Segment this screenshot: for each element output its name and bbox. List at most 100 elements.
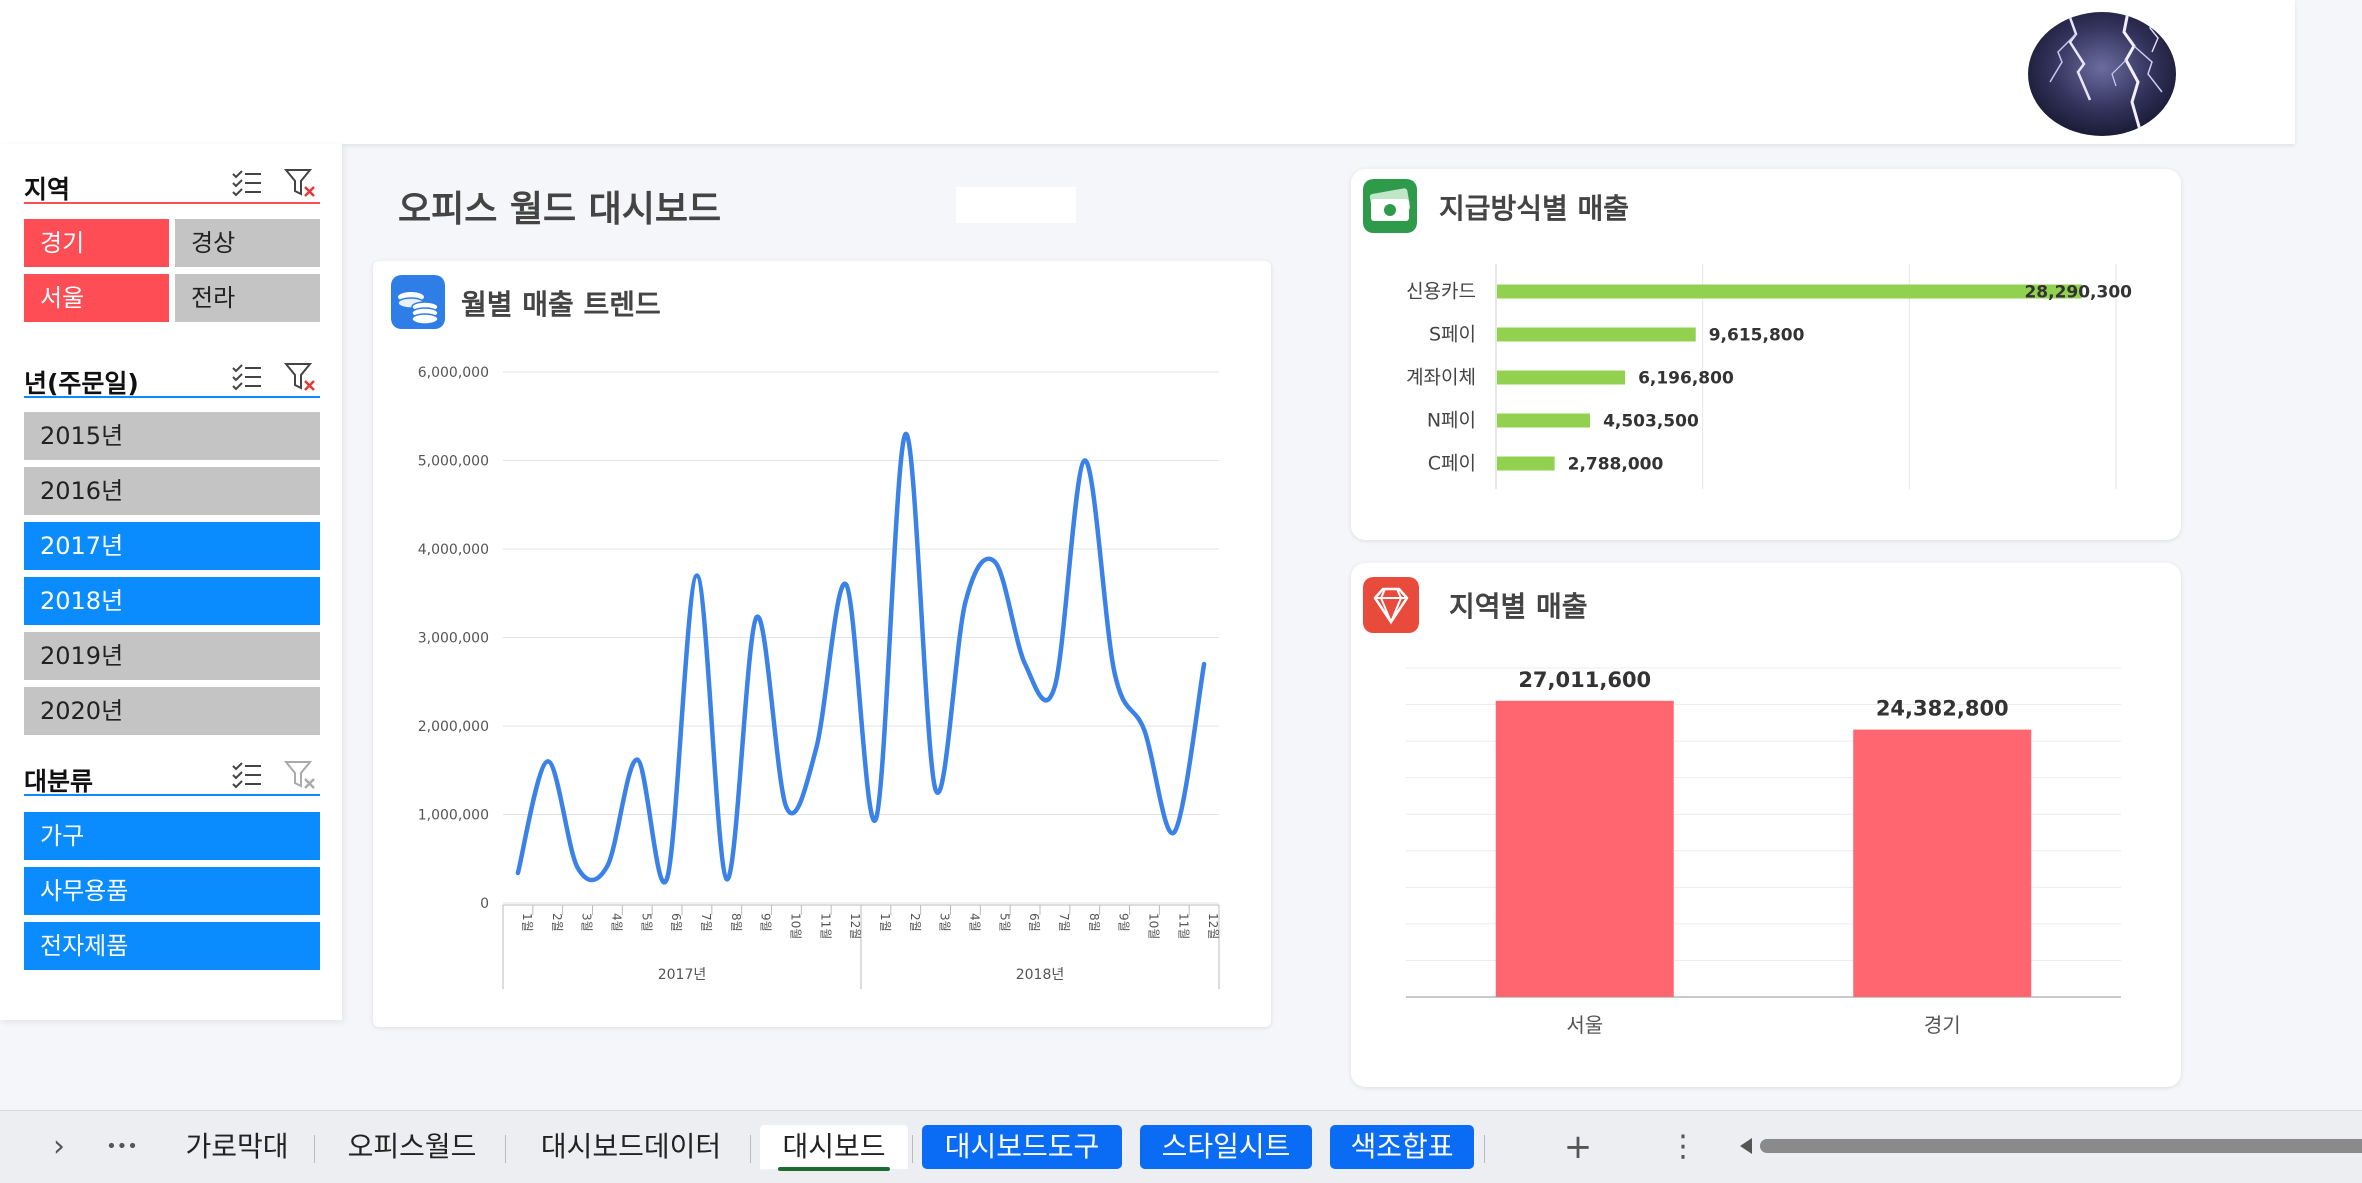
slicer-item[interactable]: 2015년 (24, 412, 320, 460)
x-tick-label: 10월 (788, 913, 802, 939)
category-slicer-header: 대분류 (24, 756, 320, 796)
add-sheet-icon[interactable]: + (1563, 1127, 1593, 1167)
more-sheets-icon[interactable]: ••• (106, 1136, 138, 1157)
sheet-tab[interactable]: 대시보드데이터 (520, 1125, 742, 1169)
data-label: 28,290,300 (2024, 283, 2132, 303)
multi-select-icon[interactable] (230, 360, 264, 394)
slicer-item[interactable]: 2020년 (24, 687, 320, 735)
trend-series-line (515, 431, 1207, 885)
trend-data-point (1202, 662, 1207, 667)
slicer-item[interactable]: 2019년 (24, 632, 320, 680)
x-tick-label: 11월 (1176, 913, 1190, 939)
payment-method-card: 지급방식별 매출 신용카드 28,290,300 S페이 9,615,800 계좌이체 6… (1351, 169, 2181, 540)
slicer-item[interactable]: 서울 (24, 274, 169, 322)
tab-separator (314, 1135, 315, 1163)
slicer-item[interactable]: 전자제품 (24, 922, 320, 970)
slicer-item[interactable]: 경기 (24, 219, 169, 267)
x-group-label: 2017년 (658, 967, 707, 983)
trend-data-point (665, 876, 670, 881)
y-tick-label: N페이 (1427, 410, 1476, 432)
slicer-item[interactable]: 경상 (175, 219, 320, 267)
slicer-item[interactable]: 2018년 (24, 577, 320, 625)
region-slicer-underline (24, 202, 320, 204)
top-banner (0, 0, 2295, 144)
x-tick-label: 1월 (878, 913, 892, 932)
trend-data-point (933, 787, 938, 792)
sheet-tab[interactable]: 오피스월드 (324, 1125, 500, 1169)
multi-select-icon[interactable] (230, 166, 264, 200)
sheet-tab-label: 오피스월드 (347, 1130, 477, 1163)
trend-data-point (605, 863, 610, 868)
trend-data-point (963, 600, 968, 605)
y-tick-label: 5,000,000 (418, 454, 489, 470)
x-tick-label: 3월 (938, 913, 952, 932)
payment-method-chart: 신용카드 28,290,300 S페이 9,615,800 계좌이체 6,196,800 N… (1406, 264, 2132, 489)
diamond-icon (1363, 577, 1419, 633)
y-tick-label: 0 (480, 896, 489, 912)
y-tick-label: 1,000,000 (418, 808, 489, 824)
multi-select-icon[interactable] (230, 758, 264, 792)
trend-data-point (873, 816, 878, 821)
x-tick-label: 7월 (699, 913, 713, 932)
trend-data-point (1172, 830, 1177, 835)
x-tick-label: 5월 (639, 913, 653, 932)
trend-data-point (694, 573, 699, 578)
slicer-item[interactable]: 전라 (175, 274, 320, 322)
clear-filter-icon[interactable] (284, 166, 318, 200)
x-tick-label: 경기 (1924, 1013, 1961, 1037)
y-tick-label: 6,000,000 (418, 365, 489, 381)
tab-separator (912, 1135, 913, 1163)
slicer-item[interactable]: 가구 (24, 812, 320, 860)
x-tick-label: 10월 (1146, 913, 1160, 939)
x-tick-label: 12월 (848, 913, 862, 939)
sheet-tab[interactable]: 대시보드도구 (922, 1125, 1122, 1169)
horizontal-scrollbar[interactable] (1740, 1136, 2362, 1156)
payment-bar (1497, 456, 1555, 471)
monthly-trend-card: 월별 매출 트렌드 0 1,000,000 2,000,000 3,000,000 4,… (373, 261, 1271, 1027)
trend-data-point (754, 615, 759, 620)
x-tick-label: 4월 (967, 913, 981, 932)
x-tick-label: 8월 (1087, 913, 1101, 932)
sheet-tab-label: 가로막대 (185, 1130, 289, 1163)
sheet-tab[interactable]: 대시보드 (760, 1125, 908, 1171)
x-tick-label: 6월 (669, 913, 683, 932)
y-tick-label: 4,000,000 (418, 542, 489, 558)
region-sales-title: 지역별 매출 (1449, 590, 1588, 623)
year-slicer-title: 년(주문일) (24, 369, 139, 398)
category-slicer-underline (24, 794, 320, 796)
trend-data-point (575, 865, 580, 870)
next-sheet-icon[interactable]: › (53, 1129, 65, 1164)
sheet-tab-bar: › ••• 가로막대 오피스월드 대시보드데이터 대시보드 대시보드도구 스타일시트 색조합… (0, 1110, 2362, 1183)
sheet-menu-icon[interactable]: ⋮ (1668, 1129, 1698, 1164)
x-tick-label: 7월 (1057, 913, 1071, 932)
trend-data-point (814, 746, 819, 751)
y-tick-label: C페이 (1428, 453, 1476, 475)
trend-data-point (784, 805, 789, 810)
tab-separator (505, 1135, 506, 1163)
year-slicer-header: 년(주문일) (24, 358, 320, 398)
trend-data-point (515, 870, 520, 875)
sheet-tab[interactable]: 스타일시트 (1140, 1125, 1312, 1169)
x-tick-label: 9월 (1117, 913, 1131, 932)
sheet-tab-label: 스타일시트 (1161, 1130, 1291, 1163)
payment-bar (1497, 327, 1696, 342)
data-label: 2,788,000 (1568, 455, 1664, 475)
blank-textbox[interactable] (956, 187, 1076, 223)
slicer-item[interactable]: 2017년 (24, 522, 320, 570)
dashboard-title: 오피스 월드 대시보드 (398, 189, 722, 230)
trend-data-point (903, 431, 908, 436)
active-tab-underline (778, 1167, 890, 1171)
clear-filter-icon[interactable] (284, 758, 318, 792)
slicer-item[interactable]: 2016년 (24, 467, 320, 515)
x-tick-label: 12월 (1206, 913, 1220, 939)
sheet-tab[interactable]: 색조합표 (1330, 1125, 1474, 1169)
slicer-item[interactable]: 사무용품 (24, 867, 320, 915)
sheet-tab-label: 색조합표 (1350, 1130, 1454, 1163)
x-tick-label: 2월 (550, 913, 564, 932)
clear-filter-icon[interactable] (284, 360, 318, 394)
data-label: 24,382,800 (1876, 697, 2009, 721)
sheet-tab-label: 대시보드데이터 (540, 1130, 722, 1163)
sheet-tab[interactable]: 가로막대 (164, 1125, 310, 1169)
data-label: 27,011,600 (1518, 668, 1651, 692)
trend-data-point (724, 877, 729, 882)
